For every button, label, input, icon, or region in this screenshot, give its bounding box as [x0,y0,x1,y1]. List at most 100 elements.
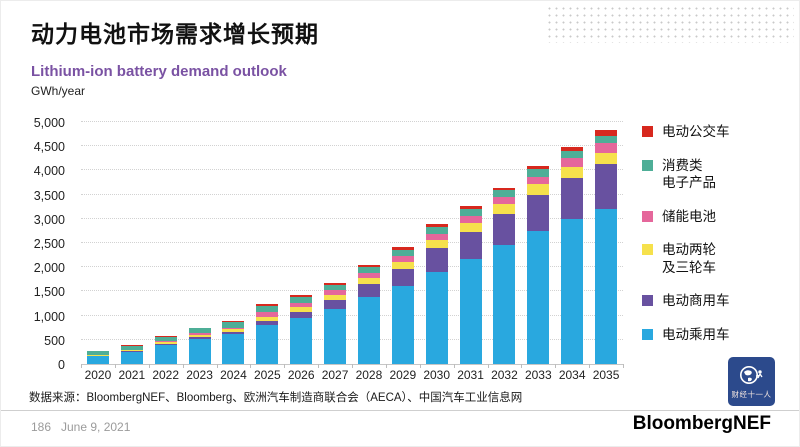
bar-2026 [290,294,313,364]
bar-segment [120,345,143,350]
page-number: 186 [31,420,52,434]
legend-item: 电动公交车 [642,123,730,141]
bar-segment [391,247,414,250]
x-axis-tick [318,364,320,368]
y-tick-label: 1,000 [33,309,65,324]
legend-label: 储能电池 [662,208,716,224]
bar-segment [188,336,211,339]
legend-swatch [642,159,653,171]
gridline [81,314,623,316]
bar-segment [595,163,618,210]
bar-segment [425,272,448,364]
bar-segment [86,356,109,364]
bar-segment [222,331,245,335]
bar-segment [256,325,279,364]
x-tick-label: 2021 [118,368,146,382]
bar-2022 [154,335,177,364]
x-axis-tick [148,364,150,368]
x-axis-tick [419,364,421,368]
bar-segment [527,184,550,195]
legend-swatch [642,328,653,340]
bar-segment [120,351,143,364]
bar-segment [154,341,177,343]
bar-2023 [188,327,211,364]
bar-segment [425,240,448,249]
x-tick-label: 2024 [220,368,247,382]
y-tick-label: 4,000 [33,164,65,179]
gridline [81,217,623,219]
x-axis-labels: 2020 2021 2022 2023 2024 2025 2026 2027 2028 2029… [81,368,623,382]
bar-segment [391,269,414,287]
x-tick-label: 2033 [524,368,552,382]
legend-item: 储能电池 [642,208,730,226]
bar-segment [324,282,347,285]
bar-segment [256,312,279,317]
gridline [81,169,623,171]
legend-swatch [642,210,653,222]
bar-segment [595,130,618,137]
bar-segment [391,256,414,262]
bar-segment [290,307,313,312]
bar-segment [493,244,516,364]
bar-2034 [561,147,584,364]
bar-segment [527,165,550,170]
bar-segment [188,338,211,364]
legend-item: 电动乘用车 [642,326,730,344]
dot-pattern-decoration [546,5,794,43]
gridline [81,193,623,195]
bar-segment [222,327,245,330]
bar-2028 [357,264,380,364]
gridline [81,290,623,292]
bar-segment [154,345,177,364]
bar-segment [425,248,448,273]
bar-segment [188,333,211,335]
legend-item: 电动商用车 [642,292,730,310]
bar-segment [256,305,279,312]
bar-segment [256,304,279,306]
x-tick-label: 2034 [558,368,586,382]
brand-logo-text: BloombergNEF [632,413,771,434]
watermark-logo: 财经十一人 [728,357,775,406]
legend-swatch [642,244,653,256]
x-axis-tick [250,364,252,368]
x-axis-tick [589,364,591,368]
x-tick-label: 2031 [457,368,484,382]
bar-segment [561,166,584,179]
bar-segment [188,327,211,329]
x-axis-tick [284,364,286,368]
bar-segment [256,320,279,326]
x-axis-tick [521,364,523,368]
bar-segment [357,278,380,285]
legend-item: 电动两轮 及三轮车 [642,241,730,276]
bar-segment [120,351,143,352]
y-tick-label: 2,500 [33,237,65,251]
legend-swatch [642,126,653,137]
bar-segment [86,355,109,356]
bar-segment [357,284,380,298]
x-tick-label: 2025 [253,368,281,382]
x-tick-label: 2020 [84,368,112,382]
bar-2031 [459,206,482,364]
bar-segment [357,264,380,267]
legend-label: 消费类 电子产品 [662,157,716,191]
legend-label: 电动商用车 [662,293,730,309]
x-tick-label: 2026 [287,368,315,382]
bar-segment [493,214,516,245]
watermark-text: 财经十一人 [731,389,772,399]
x-tick-label: 2022 [152,368,180,382]
y-axis-labels: 0 500 1,000 1,500 2,000 2,500 3,000 3,500 4,000 4… [1,116,73,372]
bar-segment [290,296,313,303]
bar-segment [324,309,347,364]
bar-segment [324,300,347,310]
x-tick-label: 2027 [321,368,349,382]
bar-segment [459,208,482,217]
chart-legend: 电动公交车消费类 电子产品储能电池电动两轮 及三轮车电动商用车电动乘用车 [642,123,730,343]
gridline [81,338,623,340]
bar-segment [256,316,279,321]
x-axis-tick [352,364,353,368]
bar-segment [527,176,550,185]
x-tick-label: 2032 [491,368,518,382]
bar-segment [493,203,516,215]
bar-segment [154,336,177,342]
bar-segment [290,294,313,297]
